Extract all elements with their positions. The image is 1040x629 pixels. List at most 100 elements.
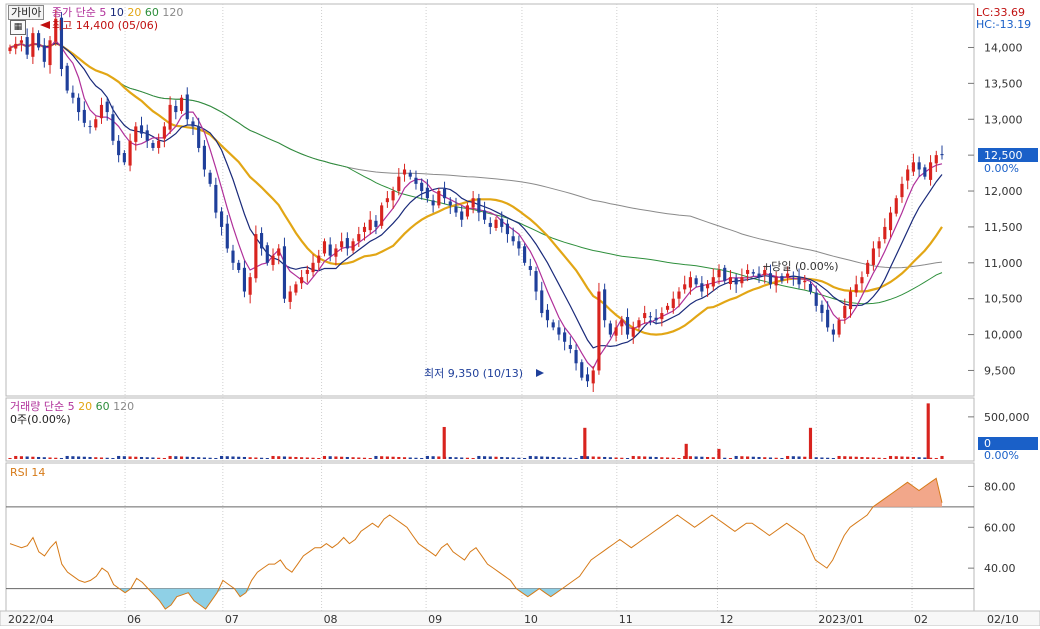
price-tick-label: 11,500 <box>984 221 1023 234</box>
candle-body <box>717 269 721 278</box>
legend-ma20[interactable]: 20 <box>127 6 142 19</box>
candle-body <box>362 226 367 232</box>
candle-body <box>871 248 875 265</box>
volume-bar <box>786 455 790 459</box>
volume-bar <box>500 456 504 459</box>
volume-spike <box>442 426 446 459</box>
candle-body <box>934 155 938 164</box>
candle-body <box>705 284 710 289</box>
candle-body <box>585 374 590 382</box>
high-arrow-icon <box>40 21 50 29</box>
legend-volume: 거래량 단순 5 20 60 120 <box>10 400 134 413</box>
candle-body <box>803 280 807 283</box>
candle-body <box>174 105 178 113</box>
volume-bar <box>751 456 755 459</box>
volume-bar <box>48 457 52 459</box>
volume-panel[interactable] <box>5 397 975 462</box>
candle-body <box>54 18 58 42</box>
candle-body <box>751 272 755 274</box>
volume-bar <box>162 457 166 459</box>
candle-body <box>317 255 321 263</box>
volume-bar <box>14 455 18 459</box>
volume-bar <box>8 457 12 459</box>
candle-body <box>780 276 784 281</box>
candle-body <box>351 241 355 251</box>
legend-vol-ma120[interactable]: 120 <box>113 400 135 413</box>
volume-bar <box>888 455 893 459</box>
candle-body <box>746 269 750 274</box>
candle-body <box>277 248 281 256</box>
candle-body <box>374 220 378 227</box>
candle-body <box>94 119 98 128</box>
x-tick-label: 07 <box>225 613 239 626</box>
volume-bar <box>151 457 155 459</box>
volume-bar <box>871 457 875 459</box>
candle-body <box>294 284 298 293</box>
rsi-tick-label: 80.00 <box>984 480 1016 493</box>
legend-vol-ma20[interactable]: 20 <box>78 400 93 413</box>
candle-body <box>723 267 727 281</box>
candle-body <box>677 291 681 299</box>
volume-bar <box>340 456 344 459</box>
candle-body <box>580 362 584 378</box>
candle-body <box>134 126 138 142</box>
volume-bar <box>528 455 532 459</box>
price-axis: 14,000 13,500 13,000 12,500 12,000 11,500 11,0… <box>968 41 1030 575</box>
volume-bar <box>694 456 698 459</box>
volume-bar <box>877 457 881 459</box>
candle-body <box>391 191 395 201</box>
volume-bar <box>746 456 750 459</box>
candle-body <box>231 250 235 263</box>
rsi-series <box>9 477 943 610</box>
volume-bar <box>471 457 475 459</box>
volume-bar <box>37 456 41 459</box>
legend-vol-ma60[interactable]: 60 <box>95 400 110 413</box>
candle-body <box>300 277 304 284</box>
rsi-oversold-fill <box>10 588 942 609</box>
volume-bar <box>105 457 109 459</box>
volume-bar <box>208 457 212 459</box>
volume-bar <box>820 457 824 459</box>
legend-ma60[interactable]: 60 <box>144 6 159 19</box>
candle-body <box>368 219 372 231</box>
volume-bar <box>780 457 784 459</box>
rsi-panel[interactable] <box>5 462 975 612</box>
candle-body <box>397 176 401 192</box>
candle-body <box>843 305 847 319</box>
grid-toggle-icon[interactable]: ▦ <box>10 20 26 35</box>
candle-body <box>105 101 109 113</box>
volume-bar <box>271 455 275 459</box>
candle-body <box>923 167 927 177</box>
candle-body <box>814 292 818 306</box>
volume-bar <box>763 457 767 459</box>
low-arrow-icon <box>536 369 544 377</box>
legend-ma10[interactable]: 10 <box>109 6 124 19</box>
rsi-tick-label: 60.00 <box>984 521 1016 534</box>
candle-body <box>425 187 429 199</box>
candle-body <box>854 284 858 293</box>
candle-body <box>237 262 241 270</box>
volume-bar <box>179 456 184 459</box>
volume-bar <box>688 456 692 459</box>
candle-body <box>380 205 384 226</box>
volume-bar <box>19 456 24 459</box>
current-pct: 0.00% <box>984 162 1019 175</box>
candle-body <box>906 169 910 181</box>
rsi-label[interactable]: RSI 14 <box>10 466 46 479</box>
candle-body <box>563 332 567 342</box>
legend-ma120[interactable]: 120 <box>162 6 184 19</box>
volume-bar <box>614 457 618 459</box>
volume-bar <box>408 457 412 459</box>
legend-ma5[interactable]: 5 <box>99 6 107 19</box>
candle-body <box>214 184 218 213</box>
candle-body <box>757 273 761 278</box>
stock-name[interactable]: 가비아 <box>8 5 45 20</box>
volume-bar <box>431 456 435 459</box>
lc-label: LC:33.69 <box>976 6 1026 19</box>
volume-bar <box>477 455 481 459</box>
candle-body <box>179 97 184 111</box>
price-tick-label: 14,000 <box>984 41 1023 54</box>
volume-bar <box>637 456 641 459</box>
legend-vol-ma5[interactable]: 5 <box>67 400 75 413</box>
